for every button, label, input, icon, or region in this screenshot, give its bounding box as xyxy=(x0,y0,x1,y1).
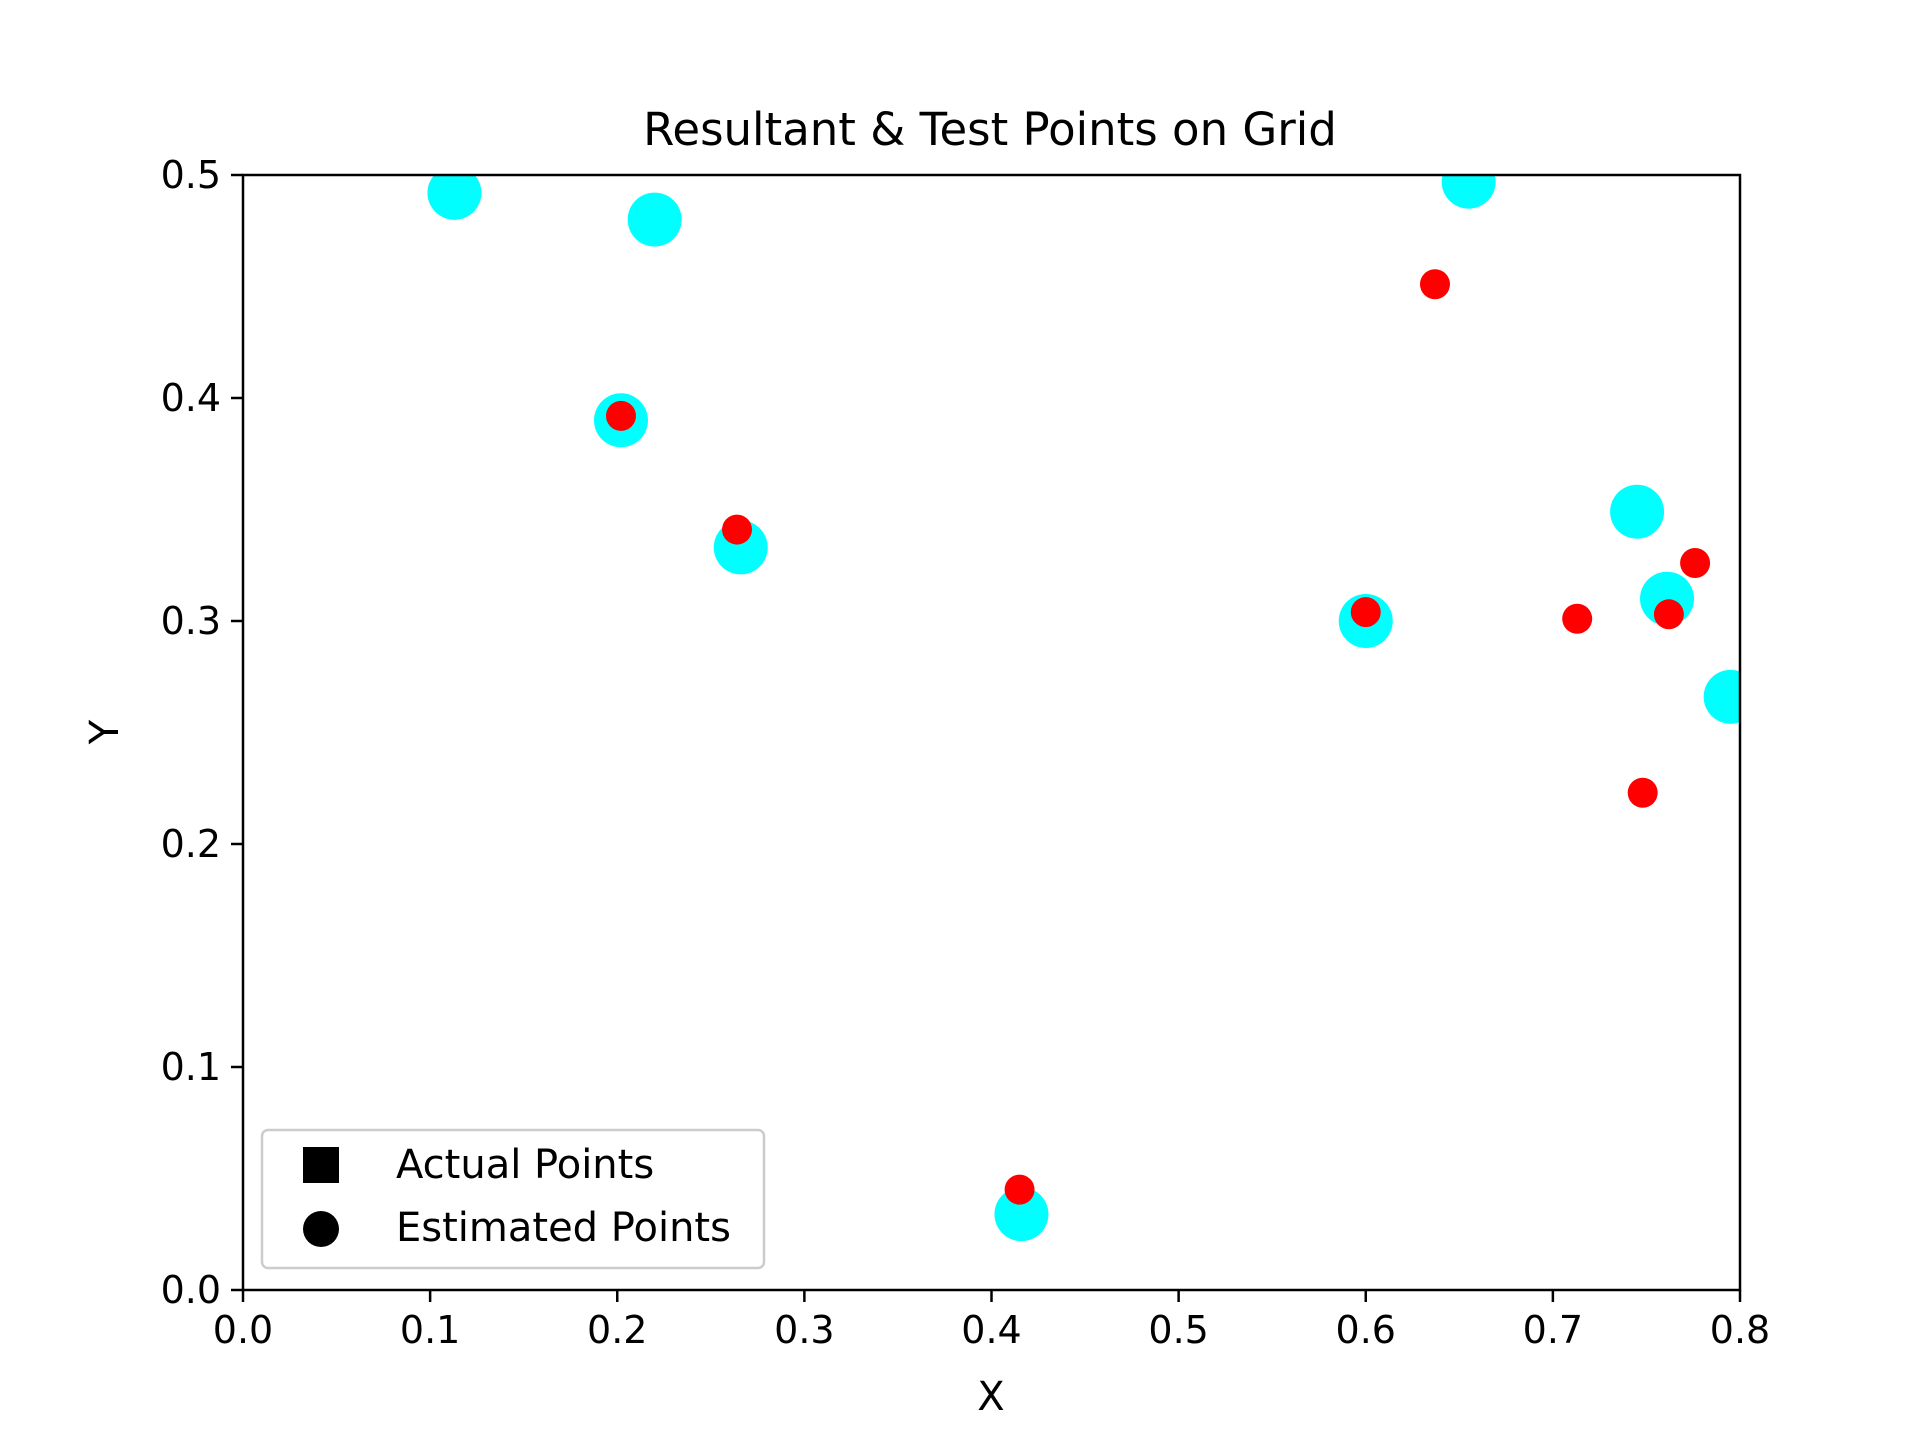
x-tick-label-3: 0.3 xyxy=(774,1308,834,1352)
x-tick-label-6: 0.6 xyxy=(1336,1308,1396,1352)
y-tick-label-0: 0.0 xyxy=(161,1268,221,1312)
red-point-4 xyxy=(1419,269,1450,300)
x-tick-label-4: 0.4 xyxy=(961,1308,1021,1352)
red-point-7 xyxy=(1653,599,1684,630)
red-point-6 xyxy=(1627,777,1658,808)
legend: Actual Points Estimated Points xyxy=(260,1128,766,1270)
cyan-point-7 xyxy=(1610,484,1665,539)
data-markers xyxy=(427,175,1740,1242)
y-axis-ticks: 0.0 0.1 0.2 0.3 0.4 0.5 xyxy=(161,153,243,1312)
red-point-1 xyxy=(722,514,753,545)
red-point-3 xyxy=(1350,597,1381,628)
y-tick-label-3: 0.3 xyxy=(161,599,221,643)
plot-area xyxy=(243,175,1740,1290)
y-tick-label-5: 0.5 xyxy=(161,153,221,197)
x-axis-ticks: 0.0 0.1 0.2 0.3 0.4 0.5 0.6 0.7 0.8 xyxy=(213,1290,1770,1352)
red-point-2 xyxy=(1004,1174,1035,1205)
y-tick-label-2: 0.2 xyxy=(161,822,221,866)
cyan-point-4 xyxy=(994,1187,1049,1242)
red-point-5 xyxy=(1562,603,1593,634)
y-axis-label: Y xyxy=(82,719,128,745)
x-tick-label-0: 0.0 xyxy=(213,1308,273,1352)
red-point-8 xyxy=(1680,548,1711,579)
legend-square-marker xyxy=(303,1147,339,1183)
y-tick-label-4: 0.4 xyxy=(161,376,221,420)
chart-title: Resultant & Test Points on Grid xyxy=(643,103,1337,156)
cyan-point-0 xyxy=(427,175,482,220)
legend-label-estimated: Estimated Points xyxy=(396,1205,731,1251)
x-tick-label-7: 0.7 xyxy=(1523,1308,1583,1352)
x-axis-label: X xyxy=(977,1374,1004,1420)
x-tick-label-2: 0.2 xyxy=(587,1308,647,1352)
x-tick-label-1: 0.1 xyxy=(400,1308,460,1352)
legend-label-actual: Actual Points xyxy=(396,1142,654,1188)
red-point-0 xyxy=(605,400,636,431)
x-tick-label-8: 0.8 xyxy=(1710,1308,1770,1352)
y-tick-label-1: 0.1 xyxy=(161,1045,221,1089)
x-tick-label-5: 0.5 xyxy=(1148,1308,1208,1352)
cyan-point-9 xyxy=(1703,669,1740,724)
cyan-point-6 xyxy=(1441,175,1496,209)
cyan-point-1 xyxy=(627,192,682,247)
legend-box xyxy=(260,1128,766,1270)
legend-circle-marker xyxy=(303,1211,339,1247)
